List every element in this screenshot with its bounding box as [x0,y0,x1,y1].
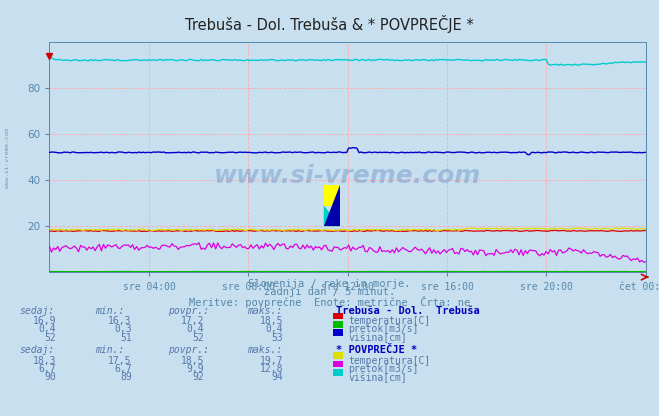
Text: 0,4: 0,4 [186,324,204,334]
Text: 18,5: 18,5 [260,316,283,326]
Text: temperatura[C]: temperatura[C] [349,316,431,326]
Text: 53: 53 [272,333,283,343]
Text: 0,3: 0,3 [114,324,132,334]
Text: 16,3: 16,3 [108,316,132,326]
Text: pretok[m3/s]: pretok[m3/s] [349,324,419,334]
Text: pretok[m3/s]: pretok[m3/s] [349,364,419,374]
Text: 18,5: 18,5 [181,356,204,366]
Text: www.si-vreme.com: www.si-vreme.com [5,128,11,188]
Text: 0,4: 0,4 [266,324,283,334]
Text: sedaj:: sedaj: [20,306,55,316]
Text: 17,2: 17,2 [181,316,204,326]
Text: 0,4: 0,4 [38,324,56,334]
Polygon shape [324,206,341,226]
Bar [324,185,341,206]
Text: 90: 90 [44,372,56,382]
Text: 18,3: 18,3 [32,356,56,366]
Text: Trebuša - Dol.  Trebuša: Trebuša - Dol. Trebuša [336,306,480,316]
Text: min.:: min.: [96,306,125,316]
Text: 6,7: 6,7 [114,364,132,374]
Text: 16,9: 16,9 [32,316,56,326]
Text: Slovenija / reke in morje.: Slovenija / reke in morje. [248,279,411,289]
Text: 12,8: 12,8 [260,364,283,374]
Text: 89: 89 [120,372,132,382]
Text: maks.:: maks.: [247,345,282,355]
Text: zadnji dan / 5 minut.: zadnji dan / 5 minut. [264,287,395,297]
Text: 17,5: 17,5 [108,356,132,366]
Text: sedaj:: sedaj: [20,345,55,355]
Text: maks.:: maks.: [247,306,282,316]
Text: temperatura[C]: temperatura[C] [349,356,431,366]
Text: 52: 52 [44,333,56,343]
Text: 19,7: 19,7 [260,356,283,366]
Text: min.:: min.: [96,345,125,355]
Text: www.si-vreme.com: www.si-vreme.com [214,163,481,188]
Text: 92: 92 [192,372,204,382]
Text: 9,9: 9,9 [186,364,204,374]
Text: Trebuša - Dol. Trebuša & * POVPREČJE *: Trebuša - Dol. Trebuša & * POVPREČJE * [185,15,474,32]
Polygon shape [324,185,341,226]
Text: povpr.:: povpr.: [168,306,209,316]
Text: povpr.:: povpr.: [168,345,209,355]
Text: 94: 94 [272,372,283,382]
Text: višina[cm]: višina[cm] [349,333,407,343]
Text: 6,7: 6,7 [38,364,56,374]
Text: višina[cm]: višina[cm] [349,372,407,383]
Text: Meritve: povprečne  Enote: metrične  Črta: ne: Meritve: povprečne Enote: metrične Črta:… [189,296,470,308]
Text: * POVPREČJE *: * POVPREČJE * [336,345,417,355]
Text: 51: 51 [120,333,132,343]
Text: 52: 52 [192,333,204,343]
